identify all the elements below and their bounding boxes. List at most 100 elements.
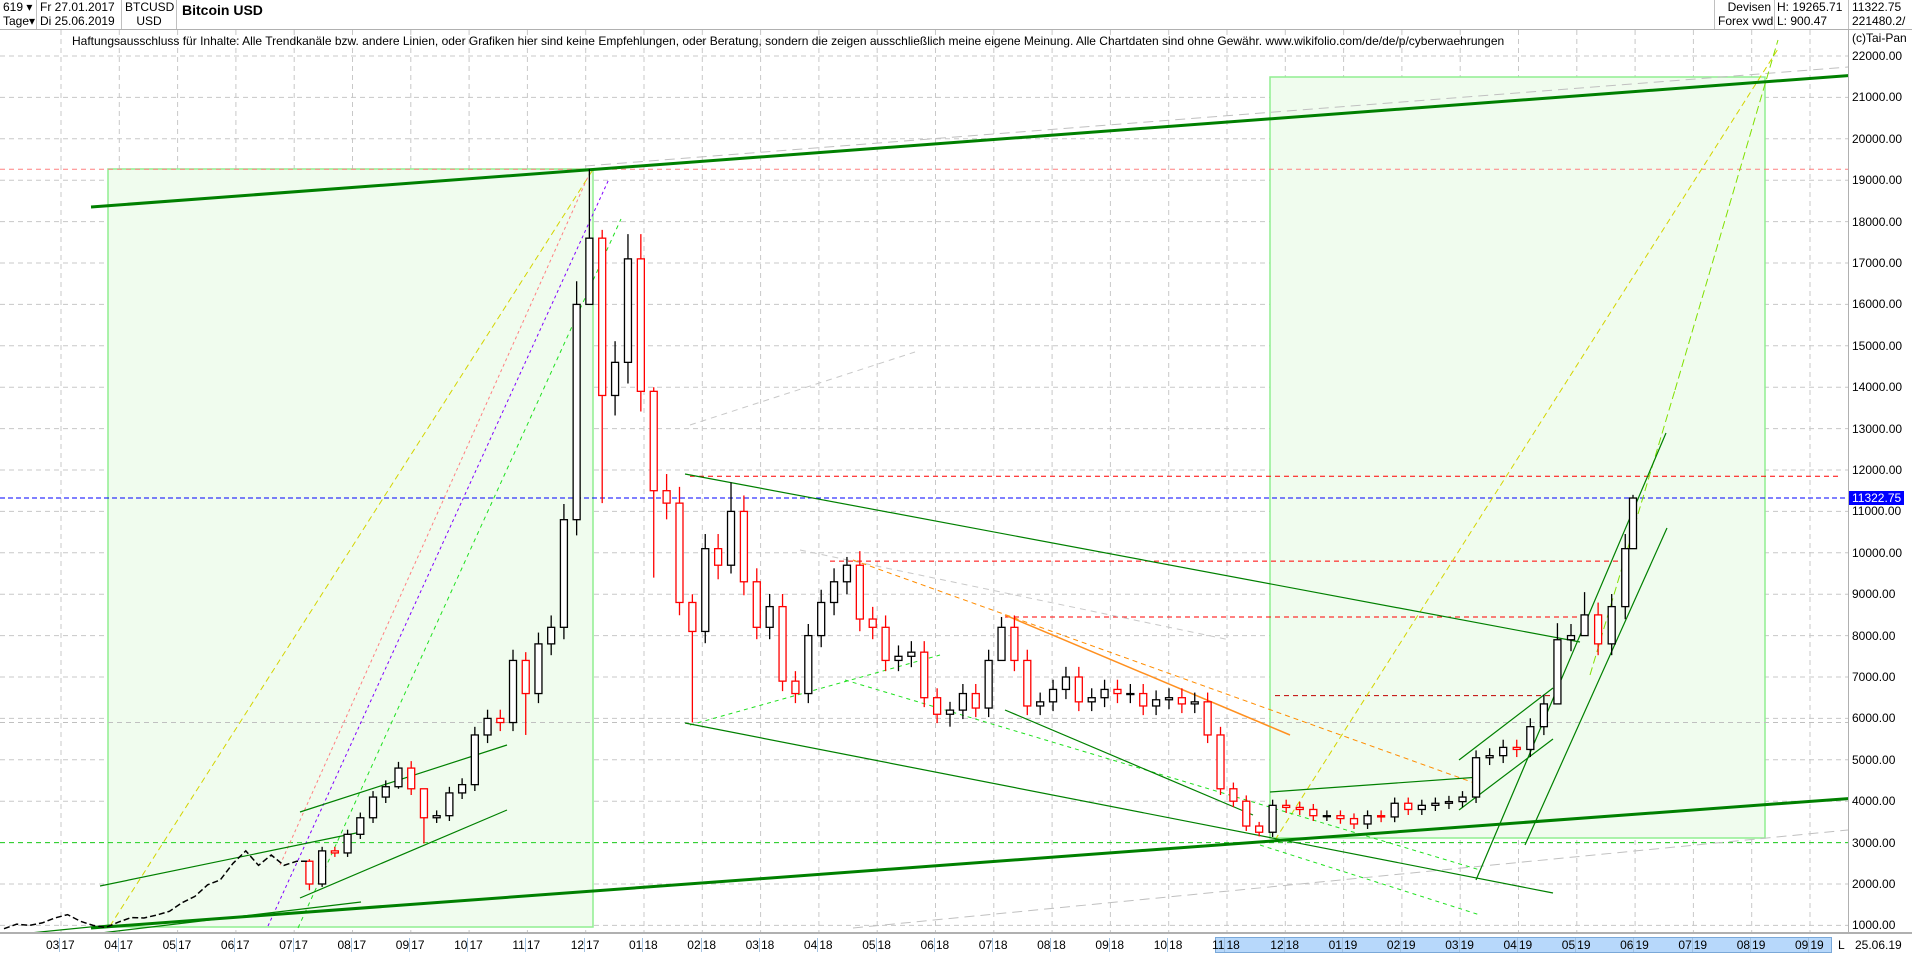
candle-body	[1061, 676, 1071, 691]
candle	[1417, 799, 1426, 815]
candle-body	[713, 548, 723, 566]
candle-body	[1282, 804, 1291, 809]
candle-body	[945, 709, 955, 715]
lime-fan-right-2	[1674, 39, 1779, 391]
candle-body	[1607, 605, 1616, 645]
candle-body	[1526, 726, 1535, 751]
trendlines	[33, 39, 1848, 932]
price-chart[interactable]	[0, 30, 1848, 932]
candle	[585, 169, 594, 306]
y-tick-label: 6000.00	[1852, 711, 1896, 726]
scale-mode[interactable]: L	[1838, 938, 1845, 952]
candle-body	[623, 258, 633, 364]
y-tick-label: 16000.00	[1852, 297, 1903, 312]
candle	[1151, 690, 1161, 716]
date-to[interactable]: Di 25.06.2019	[40, 14, 115, 28]
x-tick-label: 08 19	[1736, 938, 1766, 952]
chevron-down-icon: ▾	[26, 0, 33, 14]
thick-trend-upper	[90, 74, 1848, 209]
candle	[1100, 679, 1109, 708]
x-tick-label: 12 18	[1270, 938, 1300, 952]
candle-body	[1376, 815, 1386, 818]
candle	[1512, 739, 1521, 758]
thick-trend-lower	[90, 797, 1848, 930]
candle	[1526, 718, 1535, 758]
candle	[317, 846, 327, 887]
uptrend-line-2	[1524, 527, 1668, 846]
current-price-tag: 11322.75	[1849, 491, 1905, 506]
candle-body	[521, 659, 530, 695]
candle	[419, 788, 429, 844]
time-axis[interactable]: 03 17 04 17 05 17 06 17 07 17 08 17 09 17 10 17 11 17 12 17…	[0, 932, 1912, 954]
green-dotted-line	[297, 218, 622, 929]
price-series	[3, 169, 1638, 930]
candle	[1087, 688, 1096, 712]
date-range[interactable]: Fr 27.01.2017 Di 25.06.2019	[37, 0, 122, 29]
candle-body	[1390, 802, 1399, 818]
candle	[1177, 688, 1187, 714]
candle	[1113, 679, 1122, 704]
candle	[1023, 649, 1032, 716]
price-axis[interactable]	[1848, 30, 1912, 932]
candle-body	[958, 692, 968, 711]
candle-body	[1471, 757, 1481, 798]
chart-plot-area[interactable]	[0, 30, 1848, 932]
y-tick-label: 7000.00	[1852, 670, 1896, 684]
candle-body	[1100, 688, 1109, 699]
uptrend-line-4	[1458, 738, 1554, 811]
y-tick-label: 2000.00	[1852, 877, 1896, 891]
candle	[432, 810, 441, 823]
fan-line-green-1	[1004, 709, 1254, 816]
candle-body	[1023, 659, 1032, 707]
yellow-fan-right	[1274, 48, 1779, 841]
candle-body	[1417, 804, 1426, 811]
candle	[407, 761, 416, 796]
period-selector[interactable]: 619 ▾ Tage▾	[0, 0, 37, 29]
x-tick-label: 08 17	[337, 938, 367, 952]
x-tick-label: 08 18	[1037, 938, 1066, 952]
early-base-line	[33, 924, 111, 932]
candle	[1048, 679, 1058, 712]
candle	[1607, 594, 1616, 656]
candle	[1444, 795, 1454, 809]
x-tick-label: 10 18	[1153, 938, 1183, 952]
candle	[765, 594, 774, 640]
currency: USD	[136, 14, 162, 28]
candle	[1255, 821, 1264, 837]
candle	[649, 387, 658, 578]
date-from[interactable]: Fr 27.01.2017	[40, 0, 115, 14]
candle-body	[1255, 825, 1264, 833]
period-count[interactable]: 619 ▾	[3, 0, 33, 14]
y-tick-label: 1000.00	[1852, 918, 1896, 933]
candle-body	[791, 680, 800, 695]
y-tick-label: 10000.00	[1852, 545, 1903, 560]
candle-body	[932, 697, 942, 715]
volume: 221480.2/	[1852, 14, 1906, 28]
candle-body	[778, 605, 787, 682]
x-tick-label: 10 17	[454, 938, 483, 952]
range-box-2019	[1269, 76, 1766, 839]
candle-body	[1444, 800, 1454, 804]
candle-body	[1431, 802, 1440, 806]
low-value: L: 900.47	[1777, 14, 1828, 28]
candle-body	[1499, 746, 1508, 757]
period-unit[interactable]: Tage▾	[3, 14, 36, 28]
candle-body	[997, 626, 1006, 662]
candle	[688, 594, 697, 723]
candle-body	[829, 581, 839, 604]
candle	[598, 229, 607, 504]
candle	[894, 645, 903, 672]
candle	[1566, 624, 1576, 652]
candle	[752, 568, 761, 640]
green-dotted-fan-3	[1259, 844, 1481, 916]
data-source: Forex vwd	[1718, 14, 1774, 28]
candle	[829, 568, 839, 616]
candle	[932, 688, 942, 724]
candle-body	[636, 258, 645, 392]
x-tick-label: 07 17	[279, 938, 308, 952]
candle-body	[330, 850, 340, 854]
candle	[534, 632, 543, 704]
y-tick-label: 17000.00	[1852, 256, 1903, 270]
candle-body	[1322, 815, 1332, 818]
x-tick-label: 02 18	[687, 938, 717, 952]
